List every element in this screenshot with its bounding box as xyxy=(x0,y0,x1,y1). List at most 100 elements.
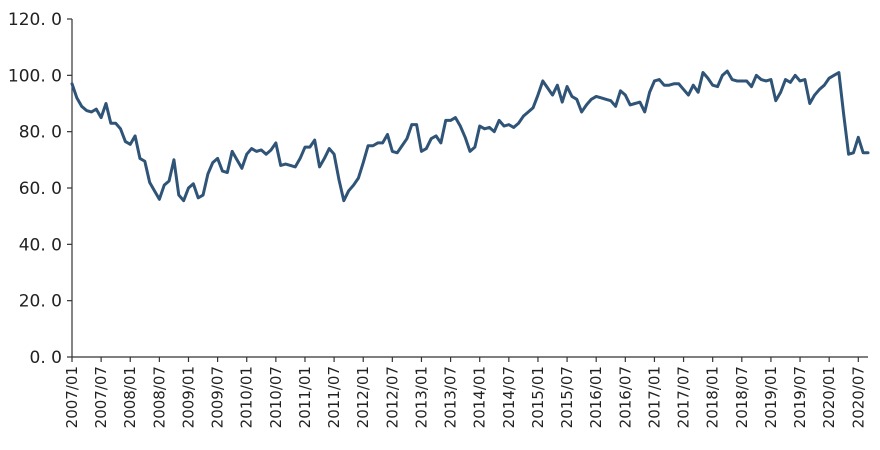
data-point xyxy=(328,147,331,150)
data-point xyxy=(284,162,287,166)
data-point xyxy=(721,74,724,77)
data-point xyxy=(463,136,467,139)
data-point xyxy=(216,157,219,160)
data-point xyxy=(182,199,185,202)
data-point xyxy=(415,123,418,126)
x-tick-label: 2012/01 xyxy=(354,366,372,428)
data-point xyxy=(619,89,622,93)
data-point xyxy=(531,106,535,109)
data-point xyxy=(167,179,171,183)
data-point xyxy=(366,144,370,147)
data-point xyxy=(595,95,598,98)
data-point xyxy=(148,181,151,184)
x-tick-label: 2010/07 xyxy=(267,366,285,428)
data-point xyxy=(701,71,705,74)
data-point xyxy=(716,85,719,88)
data-point xyxy=(240,167,244,170)
x-tick-label: 2007/07 xyxy=(92,366,110,428)
data-point xyxy=(512,126,515,129)
data-point xyxy=(633,102,637,105)
data-point xyxy=(425,147,428,150)
data-point xyxy=(536,93,540,97)
data-point xyxy=(628,103,632,107)
data-point xyxy=(837,71,841,74)
data-point xyxy=(570,95,574,98)
data-point xyxy=(517,122,520,125)
data-point xyxy=(648,91,651,94)
data-point xyxy=(153,189,156,193)
data-point xyxy=(527,110,530,114)
data-point xyxy=(420,150,423,153)
data-point xyxy=(104,102,108,105)
data-point xyxy=(235,158,239,162)
data-point xyxy=(357,176,360,180)
x-tick-label: 2019/07 xyxy=(791,366,809,428)
data-point xyxy=(827,76,831,80)
data-point xyxy=(624,93,627,97)
data-point xyxy=(449,119,452,122)
data-point xyxy=(391,150,394,153)
y-tick-label: 0. 0 xyxy=(30,348,62,368)
data-point xyxy=(866,151,870,154)
x-tick-label: 2019/01 xyxy=(762,366,780,428)
data-point xyxy=(760,78,763,81)
data-point xyxy=(488,126,491,129)
x-tick-label: 2013/01 xyxy=(412,366,430,428)
data-point xyxy=(789,81,792,84)
data-point xyxy=(138,157,142,160)
y-tick-label: 20. 0 xyxy=(19,292,62,312)
data-point xyxy=(381,141,384,145)
data-point xyxy=(585,103,588,107)
data-point xyxy=(313,138,316,142)
data-point xyxy=(211,161,214,164)
data-point xyxy=(289,164,292,167)
data-point xyxy=(308,145,312,149)
data-point xyxy=(599,96,603,100)
data-point xyxy=(769,78,773,81)
data-point xyxy=(497,119,501,122)
data-point xyxy=(847,153,850,156)
data-point xyxy=(677,82,680,85)
data-point xyxy=(323,157,326,160)
data-point xyxy=(638,100,642,104)
x-tick-label: 2016/01 xyxy=(587,366,605,428)
data-point xyxy=(468,150,472,153)
data-point xyxy=(745,79,748,83)
data-point xyxy=(177,193,180,197)
data-point xyxy=(794,74,797,77)
data-point xyxy=(609,99,612,102)
data-point xyxy=(478,124,481,128)
data-point xyxy=(347,189,350,193)
data-point xyxy=(842,113,845,116)
data-point xyxy=(454,116,457,119)
data-point xyxy=(172,158,176,162)
data-point xyxy=(653,79,656,83)
data-point xyxy=(750,85,753,88)
data-point xyxy=(439,141,443,145)
data-point xyxy=(410,123,413,126)
data-point xyxy=(813,93,816,97)
x-tick-label: 2017/07 xyxy=(675,366,693,428)
data-point xyxy=(643,110,646,114)
data-point xyxy=(386,133,389,136)
x-tick-label: 2011/07 xyxy=(325,366,343,428)
data-point xyxy=(279,164,282,167)
data-point xyxy=(507,123,511,126)
x-axis-ticks: 2007/01 2007/07 2008/01 2008/07 2009/01 2009/… xyxy=(63,357,867,428)
data-point xyxy=(109,122,113,125)
x-tick-label: 2018/01 xyxy=(704,366,722,428)
data-point xyxy=(565,85,569,88)
data-point xyxy=(706,76,710,80)
data-point xyxy=(546,86,549,90)
data-point xyxy=(473,145,477,149)
data-point xyxy=(541,79,544,83)
data-point xyxy=(221,169,224,173)
x-tick-label: 2012/07 xyxy=(383,366,401,428)
x-tick-label: 2008/01 xyxy=(121,366,139,428)
data-point xyxy=(294,165,297,169)
data-point xyxy=(561,100,564,104)
x-tick-label: 2014/07 xyxy=(500,366,518,428)
x-tick-label: 2020/01 xyxy=(820,366,838,428)
data-point xyxy=(376,141,379,145)
data-point xyxy=(740,79,743,83)
